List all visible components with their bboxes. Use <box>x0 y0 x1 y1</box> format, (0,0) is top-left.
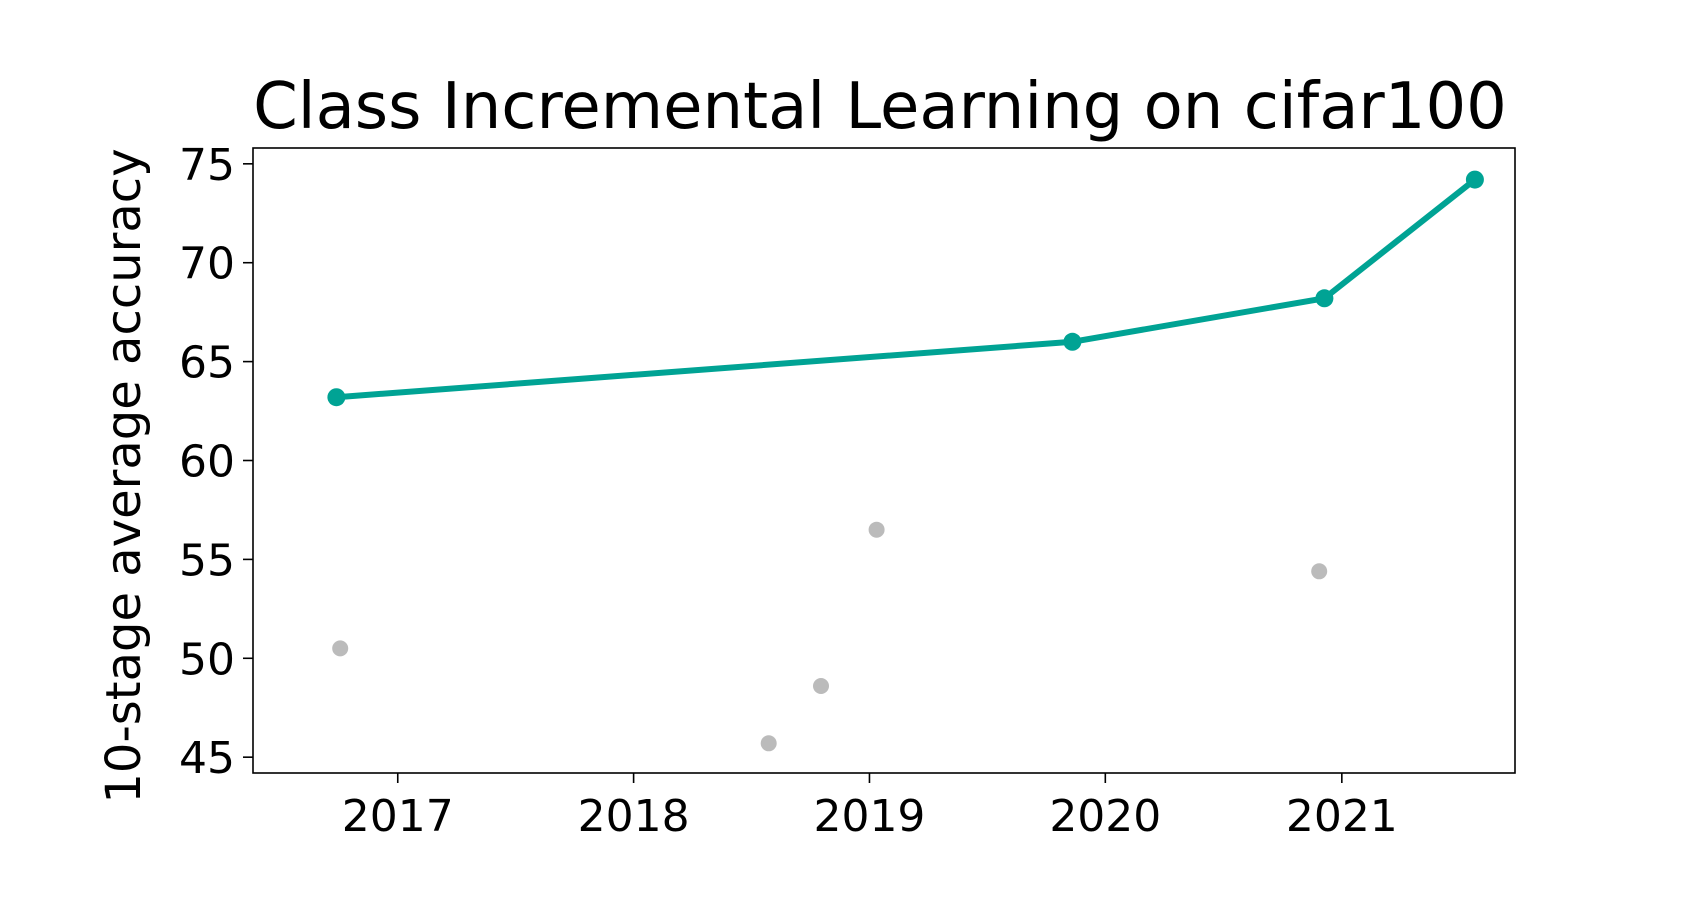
x-tick-label: 2021 <box>1286 791 1398 842</box>
y-tick-label: 55 <box>179 535 235 586</box>
axes: 45 50 55 60 65 70 75 2017 2018 2019 2020 2021 <box>179 140 1516 842</box>
method-point <box>868 521 885 538</box>
y-axis-label: 10-stage average accuracy <box>96 148 152 803</box>
method-point <box>1311 563 1328 580</box>
x-tick-label: 2017 <box>342 791 454 842</box>
x-tick-label: 2020 <box>1049 791 1161 842</box>
y-tick-label: 70 <box>179 239 235 290</box>
method-point <box>332 640 349 657</box>
plot-marks <box>327 170 1484 752</box>
y-tick-label: 60 <box>179 437 235 488</box>
y-tick-label: 45 <box>179 733 235 784</box>
series-line <box>333 176 1478 401</box>
x-tick-label: 2018 <box>578 791 690 842</box>
best-result-point <box>327 388 346 407</box>
y-tick-label: 75 <box>179 140 235 191</box>
y-tick-label: 50 <box>179 634 235 685</box>
y-tick-label: 65 <box>179 338 235 389</box>
best-result-point <box>1465 170 1484 189</box>
method-point <box>813 678 829 694</box>
x-tick-label: 2019 <box>813 791 925 842</box>
best-result-point <box>1063 332 1082 351</box>
method-point <box>760 735 777 752</box>
chart-title: Class Incremental Learning on cifar100 <box>253 70 1507 144</box>
best-result-point <box>1315 289 1334 308</box>
